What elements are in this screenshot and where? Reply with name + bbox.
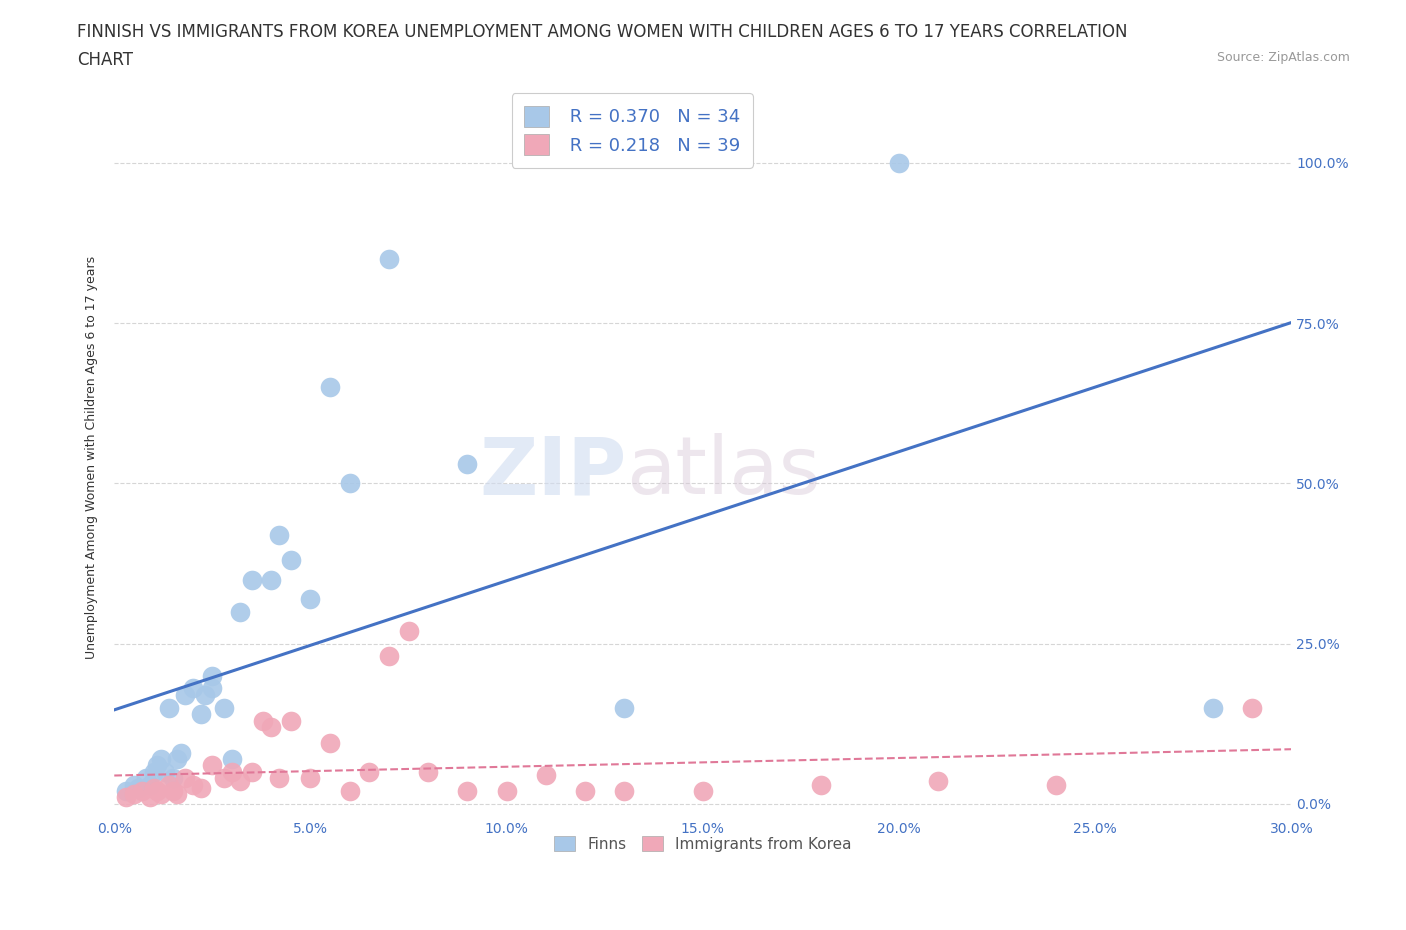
Point xyxy=(280,552,302,567)
Point xyxy=(299,591,322,606)
Point xyxy=(319,736,342,751)
Point xyxy=(166,751,188,766)
Point xyxy=(146,758,169,773)
Point xyxy=(229,774,252,789)
Point xyxy=(150,751,173,766)
Point xyxy=(138,790,160,805)
Point xyxy=(170,745,193,760)
Point xyxy=(157,700,180,715)
Point xyxy=(162,771,184,786)
Point xyxy=(150,787,173,802)
Point xyxy=(122,787,145,802)
Point xyxy=(613,784,636,799)
Point xyxy=(135,771,157,786)
Text: Source: ZipAtlas.com: Source: ZipAtlas.com xyxy=(1216,51,1350,64)
Point xyxy=(212,771,235,786)
Point xyxy=(1202,700,1225,715)
Point xyxy=(280,713,302,728)
Point xyxy=(339,784,361,799)
Point xyxy=(267,527,290,542)
Point xyxy=(142,764,165,779)
Point xyxy=(692,784,714,799)
Point xyxy=(260,572,283,587)
Point xyxy=(174,687,197,702)
Point xyxy=(221,764,243,779)
Point xyxy=(181,681,204,696)
Legend: Finns, Immigrants from Korea: Finns, Immigrants from Korea xyxy=(546,828,859,859)
Point xyxy=(146,784,169,799)
Point xyxy=(240,572,263,587)
Point xyxy=(155,764,177,779)
Point xyxy=(456,457,478,472)
Point xyxy=(495,784,517,799)
Point xyxy=(1241,700,1264,715)
Point xyxy=(339,476,361,491)
Point xyxy=(319,379,342,394)
Point xyxy=(201,681,224,696)
Point xyxy=(138,777,160,792)
Point xyxy=(574,784,596,799)
Point xyxy=(398,623,420,638)
Point xyxy=(193,687,215,702)
Point xyxy=(201,669,224,684)
Point xyxy=(115,784,138,799)
Point xyxy=(166,787,188,802)
Point xyxy=(378,649,401,664)
Point xyxy=(229,604,252,619)
Point xyxy=(190,780,212,795)
Text: CHART: CHART xyxy=(77,51,134,69)
Y-axis label: Unemployment Among Women with Children Ages 6 to 17 years: Unemployment Among Women with Children A… xyxy=(86,256,98,659)
Point xyxy=(887,155,910,170)
Point xyxy=(157,777,180,792)
Point xyxy=(221,751,243,766)
Point xyxy=(260,720,283,735)
Point xyxy=(162,784,184,799)
Point xyxy=(927,774,949,789)
Point xyxy=(1045,777,1067,792)
Point xyxy=(190,707,212,722)
Point xyxy=(127,780,149,795)
Point xyxy=(299,771,322,786)
Point xyxy=(456,784,478,799)
Point xyxy=(810,777,832,792)
Point xyxy=(267,771,290,786)
Point xyxy=(142,780,165,795)
Text: atlas: atlas xyxy=(626,433,821,512)
Point xyxy=(240,764,263,779)
Point xyxy=(201,758,224,773)
Point xyxy=(174,771,197,786)
Point xyxy=(131,784,153,799)
Point xyxy=(613,700,636,715)
Point xyxy=(181,777,204,792)
Point xyxy=(212,700,235,715)
Text: ZIP: ZIP xyxy=(479,433,626,512)
Text: FINNISH VS IMMIGRANTS FROM KOREA UNEMPLOYMENT AMONG WOMEN WITH CHILDREN AGES 6 T: FINNISH VS IMMIGRANTS FROM KOREA UNEMPLO… xyxy=(77,23,1128,41)
Point xyxy=(359,764,381,779)
Point xyxy=(252,713,274,728)
Point xyxy=(418,764,440,779)
Point xyxy=(122,777,145,792)
Point xyxy=(115,790,138,805)
Point xyxy=(378,251,401,266)
Point xyxy=(534,767,557,782)
